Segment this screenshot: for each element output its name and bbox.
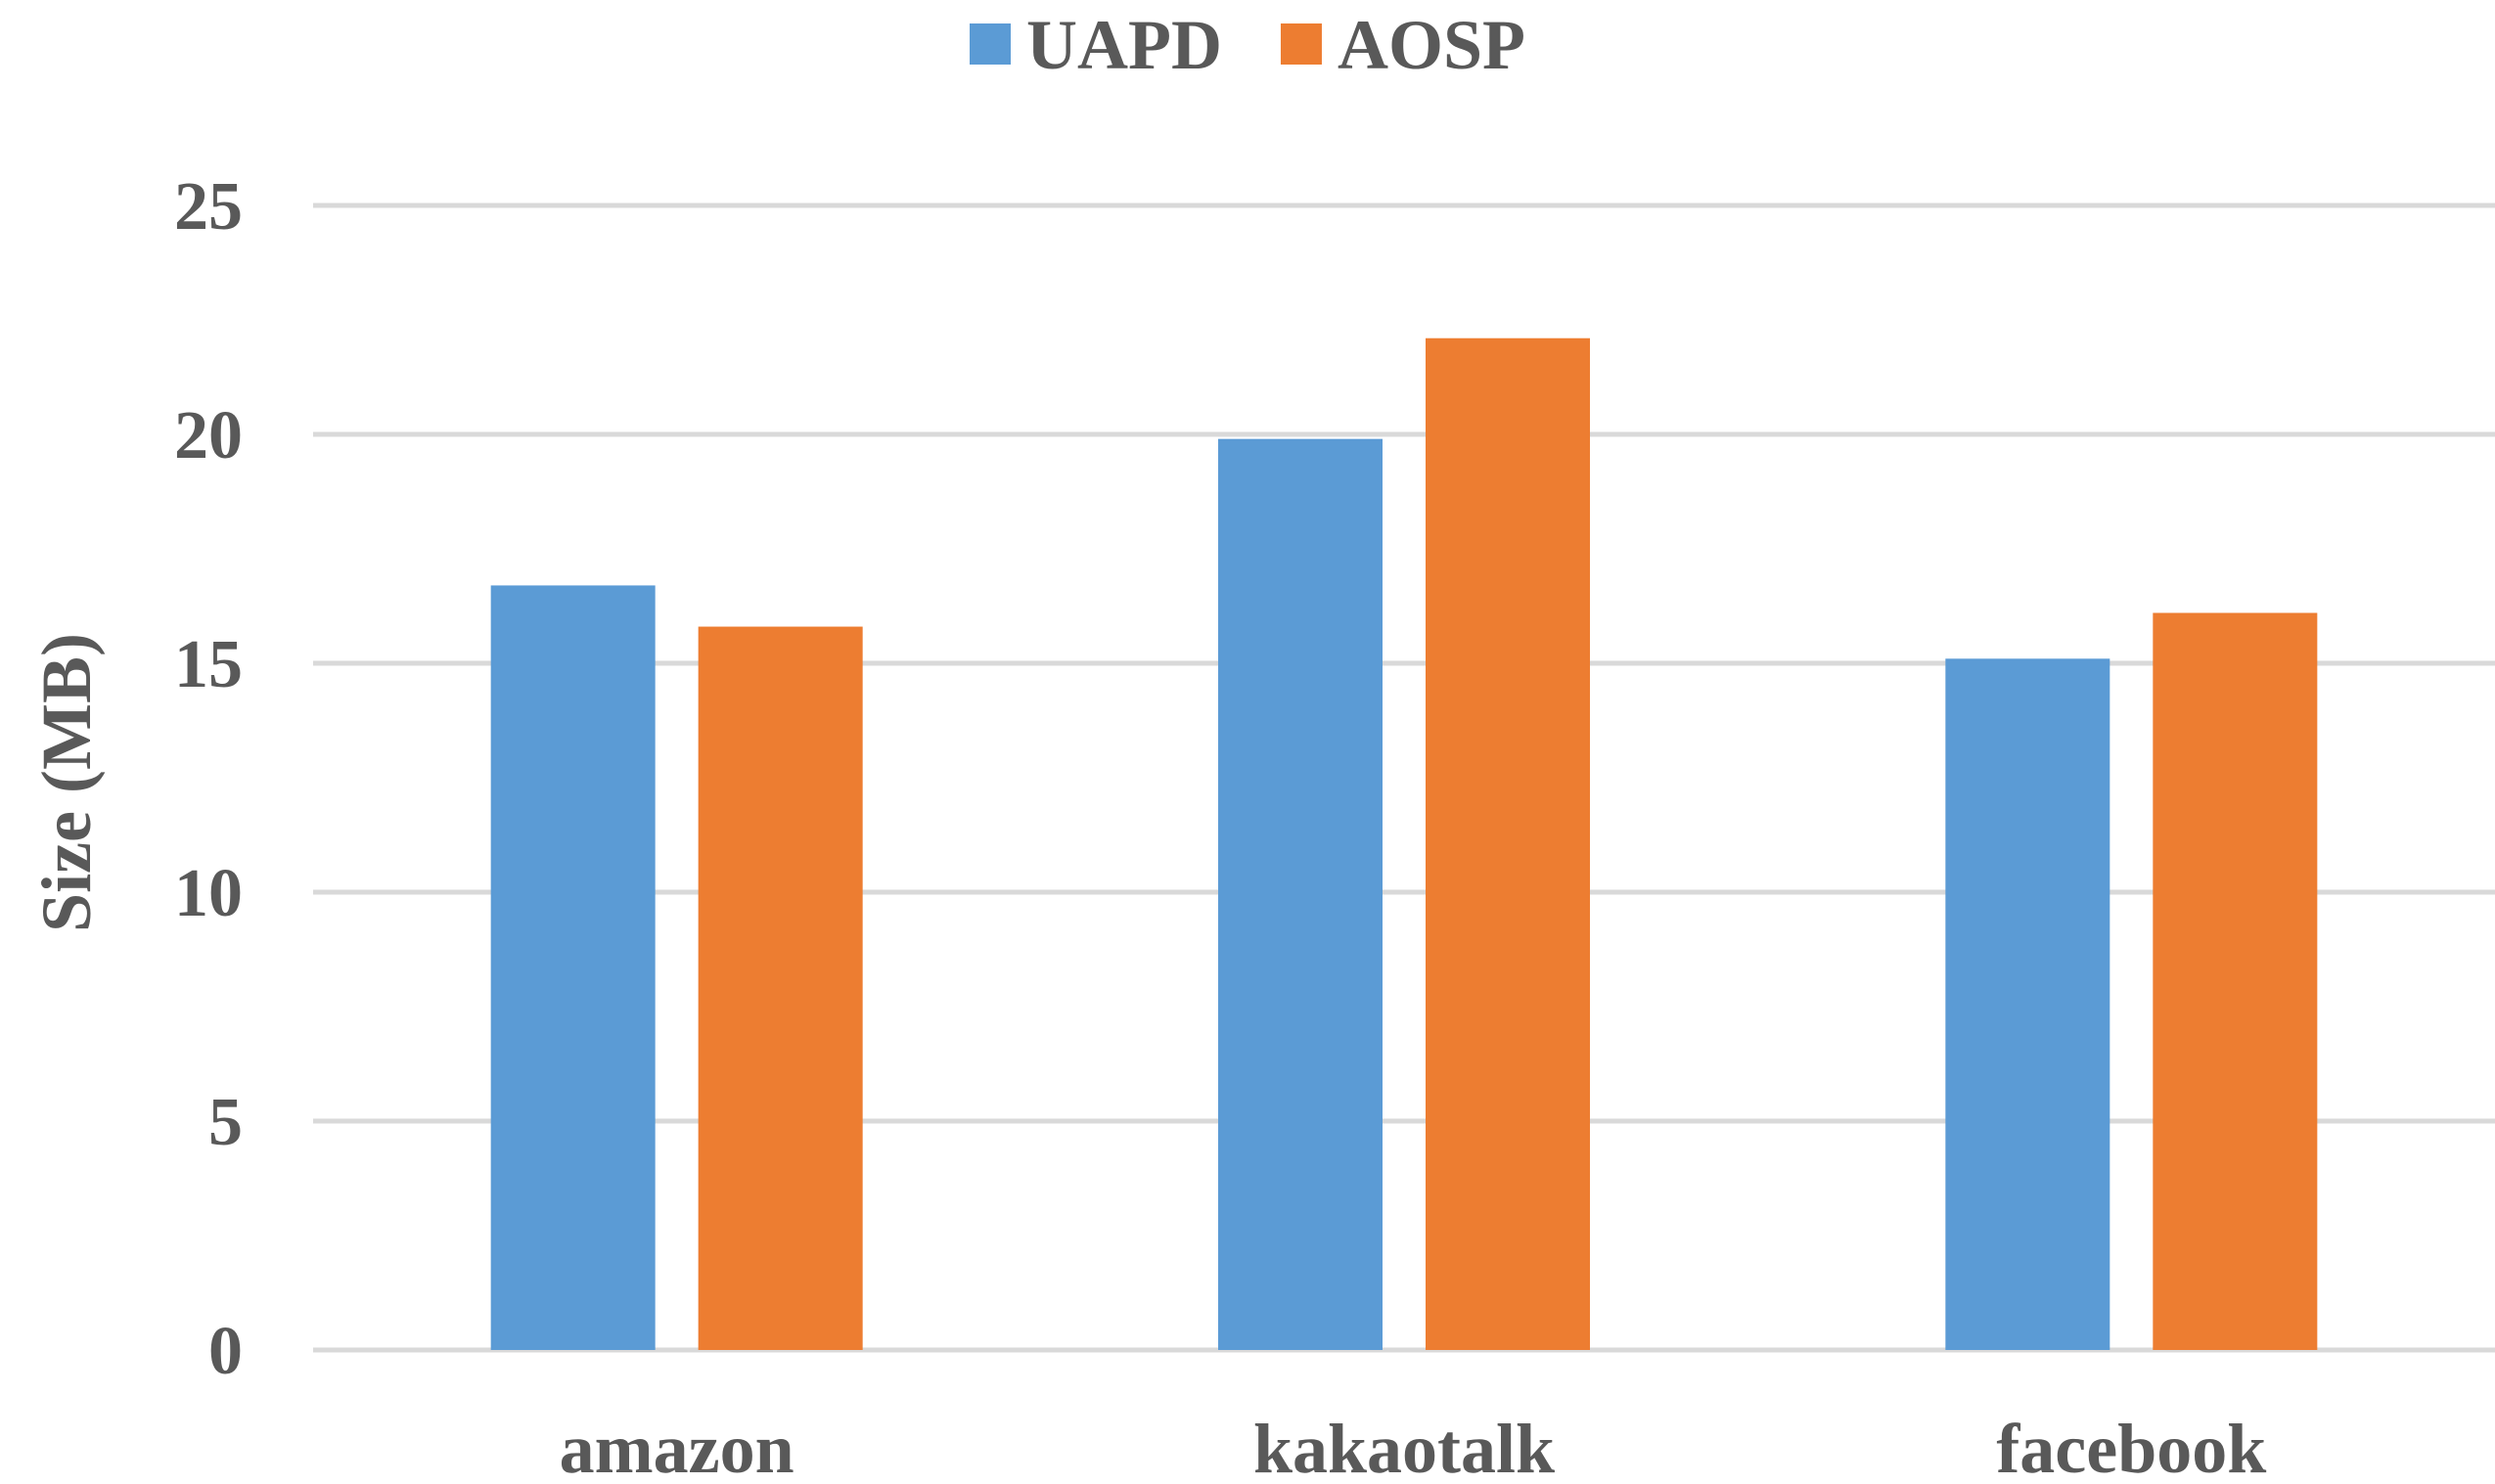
legend-label: AOSP xyxy=(1338,6,1525,84)
y-tick-label: 10 xyxy=(174,856,243,931)
legend-swatch xyxy=(1280,23,1322,65)
bar-aosp-amazon xyxy=(698,626,863,1350)
bars xyxy=(490,337,2318,1351)
bar-aosp-facebook xyxy=(2153,612,2318,1350)
x-category-label: amazon xyxy=(560,1410,794,1484)
y-tick-label: 5 xyxy=(208,1085,243,1160)
y-tick-label: 25 xyxy=(174,169,243,245)
y-axis-ticks: 0 5 10 15 20 25 xyxy=(174,169,243,1389)
x-category-label: kakaotalk xyxy=(1253,1410,1555,1484)
bar-aosp-kakaotalk xyxy=(1426,337,1590,1351)
y-axis-title: Size (MB) xyxy=(27,633,106,932)
legend-label: UAPD xyxy=(1026,6,1222,84)
gridlines xyxy=(313,202,2495,1353)
legend-item-uapd: UAPD xyxy=(970,6,1222,84)
x-category-label: facebook xyxy=(1996,1410,2266,1484)
bar-uapd-facebook xyxy=(1945,658,2110,1350)
bar-uapd-kakaotalk xyxy=(1218,438,1383,1350)
legend-item-aosp: AOSP xyxy=(1280,6,1525,84)
y-tick-label: 20 xyxy=(174,398,243,473)
y-tick-label: 15 xyxy=(174,627,243,702)
y-tick-label: 0 xyxy=(208,1314,243,1389)
legend-swatch xyxy=(970,23,1011,65)
bar-uapd-amazon xyxy=(490,585,656,1350)
x-axis-categories: amazon kakaotalk facebook xyxy=(560,1410,2267,1484)
legend: UAPD AOSP xyxy=(970,6,1525,84)
